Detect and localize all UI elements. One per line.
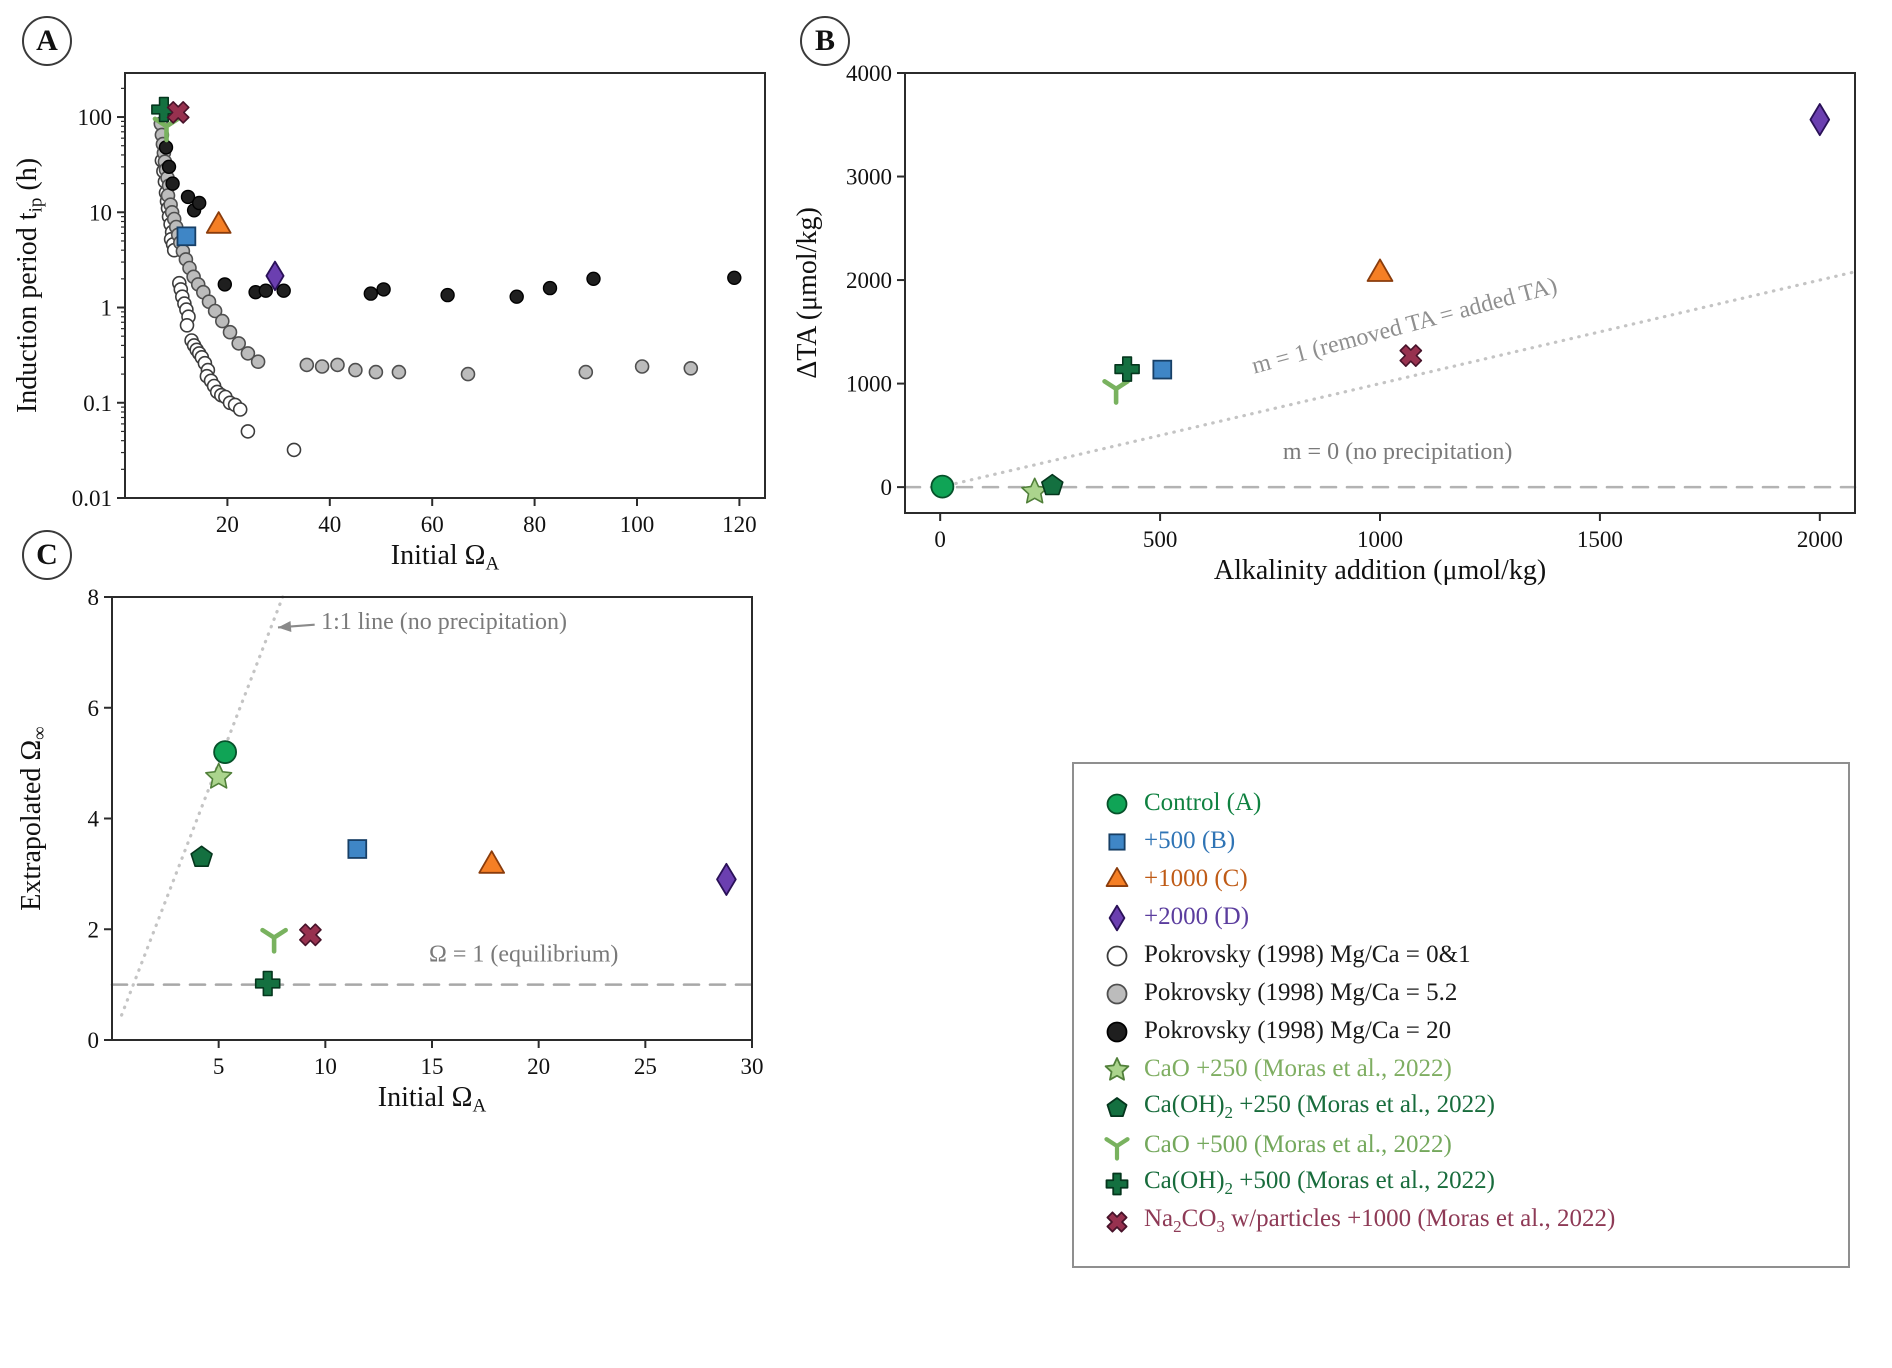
svg-text:8: 8 — [88, 585, 100, 610]
svg-text:20: 20 — [216, 512, 239, 537]
panel-c-chart: 1:1 line (no precipitation) Ω = 1 (equili… — [16, 585, 764, 1117]
panel-b-letter: B — [800, 16, 850, 66]
pokrovsky-52-marker-icon — [1106, 983, 1128, 1005]
svg-text:1000: 1000 — [846, 372, 892, 397]
legend-item-label: Ca(OH)2 +250 (Moras et al., 2022) — [1144, 1091, 1495, 1122]
svg-text:1000: 1000 — [1357, 527, 1403, 552]
svg-text:1500: 1500 — [1577, 527, 1623, 552]
svg-text:100: 100 — [620, 512, 655, 537]
svg-text:20: 20 — [527, 1054, 550, 1079]
legend-item-label: Pokrovsky (1998) Mg/Ca = 5.2 — [1144, 979, 1458, 1006]
svg-text:5: 5 — [213, 1054, 225, 1079]
svg-text:15: 15 — [421, 1054, 444, 1079]
svg-text:2: 2 — [88, 917, 100, 942]
svg-text:4: 4 — [88, 807, 100, 832]
svg-text:100: 100 — [78, 105, 113, 130]
svg-text:2000: 2000 — [846, 268, 892, 293]
legend-item: +2000 (D) — [1100, 898, 1848, 936]
svg-text:3000: 3000 — [846, 165, 892, 190]
pokrovsky-0-1-marker-icon — [1106, 945, 1128, 967]
svg-text:4000: 4000 — [846, 61, 892, 86]
svg-text:1: 1 — [101, 296, 113, 321]
panel-b-chart: m = 1 (removed TA = added TA)m = 0 (no p… — [792, 61, 1857, 586]
svg-text:0: 0 — [934, 527, 946, 552]
svg-text:0.01: 0.01 — [72, 486, 112, 511]
legend-item-label: CaO +250 (Moras et al., 2022) — [1144, 1055, 1452, 1082]
legend-item: CaO +250 (Moras et al., 2022) — [1100, 1050, 1848, 1088]
legend-item: CaO +500 (Moras et al., 2022) — [1100, 1126, 1848, 1164]
svg-text:30: 30 — [741, 1054, 764, 1079]
svg-text:1:1 line (no precipitation): 1:1 line (no precipitation) — [321, 609, 567, 635]
caoh2-500-marker-icon — [1105, 1172, 1129, 1196]
cao-250-marker-icon — [1104, 1057, 1130, 1081]
svg-text:0: 0 — [881, 475, 893, 500]
svg-text:Initial ΩA: Initial ΩA — [391, 540, 500, 575]
svg-text:40: 40 — [318, 512, 341, 537]
svg-text:Alkalinity addition (μmol/kg): Alkalinity addition (μmol/kg) — [1214, 555, 1546, 586]
legend-item: Ca(OH)2 +500 (Moras et al., 2022) — [1100, 1164, 1848, 1202]
svg-text:0.1: 0.1 — [83, 391, 112, 416]
legend-item-label: +2000 (D) — [1144, 903, 1250, 930]
plus2000-marker-icon — [1108, 904, 1126, 932]
svg-text:10: 10 — [314, 1054, 337, 1079]
pokrovsky-20-marker-icon — [1106, 1021, 1128, 1043]
caoh2-250-marker-icon — [1106, 1097, 1128, 1117]
legend-item-label: +500 (B) — [1144, 827, 1236, 854]
legend-item: Control (A) — [1100, 784, 1848, 822]
svg-text:ΔTA (μmol/kg): ΔTA (μmol/kg) — [792, 207, 823, 379]
legend-item-label: Pokrovsky (1998) Mg/Ca = 0&1 — [1144, 941, 1471, 968]
legend-item: Pokrovsky (1998) Mg/Ca = 5.2 — [1100, 974, 1848, 1012]
legend-item-label: +1000 (C) — [1144, 865, 1248, 892]
legend-item: +1000 (C) — [1100, 860, 1848, 898]
legend-item: Pokrovsky (1998) Mg/Ca = 0&1 — [1100, 936, 1848, 974]
svg-text:6: 6 — [88, 696, 100, 721]
legend-item: Ca(OH)2 +250 (Moras et al., 2022) — [1100, 1088, 1848, 1126]
svg-text:500: 500 — [1143, 527, 1178, 552]
svg-text:60: 60 — [421, 512, 444, 537]
legend-item-label: Na2CO3 w/particles +1000 (Moras et al., … — [1144, 1205, 1616, 1236]
svg-text:25: 25 — [634, 1054, 657, 1079]
svg-text:Extrapolated Ω∞: Extrapolated Ω∞ — [16, 726, 51, 910]
cao-500-marker-icon — [1104, 1137, 1130, 1161]
na2co3-marker-icon — [1106, 1211, 1128, 1233]
legend-item-label: Control (A) — [1144, 789, 1262, 816]
legend-item-label: Pokrovsky (1998) Mg/Ca = 20 — [1144, 1017, 1452, 1044]
legend-item: Na2CO3 w/particles +1000 (Moras et al., … — [1100, 1202, 1848, 1240]
svg-text:0: 0 — [88, 1028, 100, 1053]
legend-item: Pokrovsky (1998) Mg/Ca = 20 — [1100, 1012, 1848, 1050]
svg-text:10: 10 — [89, 200, 112, 225]
legend-items: Control (A) +500 (B) +1000 (C) +2000 (D) Pok… — [1100, 784, 1848, 1240]
svg-text:m = 0 (no precipitation): m = 0 (no precipitation) — [1283, 439, 1512, 465]
panel-c-letter: C — [22, 530, 72, 580]
legend: Control (A) +500 (B) +1000 (C) +2000 (D) Pok… — [1072, 762, 1850, 1268]
svg-text:2000: 2000 — [1797, 527, 1843, 552]
panel-a-letter: A — [22, 16, 72, 66]
plus500-marker-icon — [1108, 833, 1126, 851]
control-marker-icon — [1106, 793, 1128, 815]
legend-item-label: Ca(OH)2 +500 (Moras et al., 2022) — [1144, 1167, 1495, 1198]
legend-item-label: CaO +500 (Moras et al., 2022) — [1144, 1131, 1452, 1158]
svg-text:120: 120 — [722, 512, 757, 537]
svg-text:Induction period tip (h): Induction period tip (h) — [12, 158, 47, 413]
svg-text:Ω = 1 (equilibrium): Ω = 1 (equilibrium) — [429, 941, 618, 967]
legend-item: +500 (B) — [1100, 822, 1848, 860]
plus1000-marker-icon — [1105, 867, 1129, 887]
svg-text:80: 80 — [523, 512, 546, 537]
panel-a-chart: 20 40 60 80 100 120 0.01 0.1 1 10 100 Initial ΩA Ind… — [12, 72, 766, 575]
svg-text:Initial ΩA: Initial ΩA — [378, 1082, 487, 1117]
